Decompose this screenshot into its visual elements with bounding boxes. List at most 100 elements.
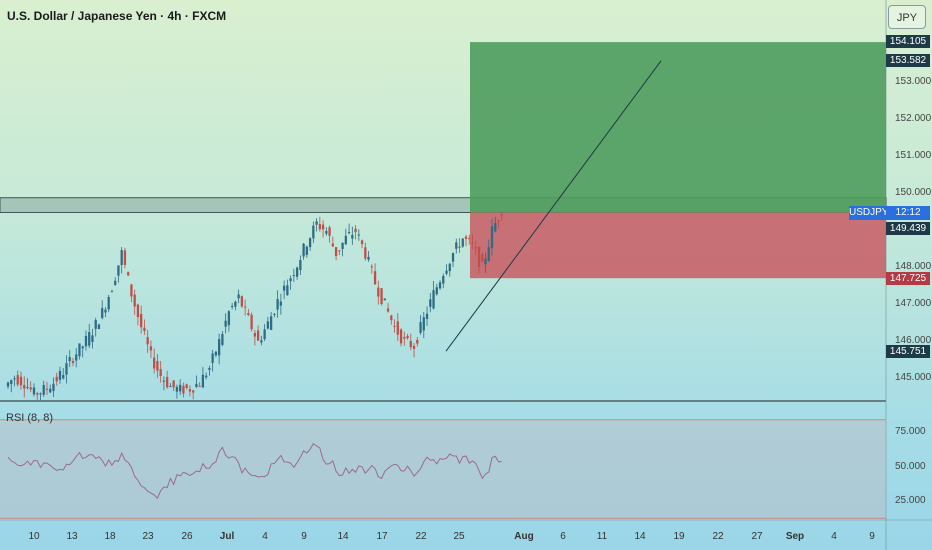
candle-body — [380, 288, 383, 304]
candle-body — [123, 250, 127, 265]
candle-body — [377, 287, 380, 297]
candle-body — [273, 313, 276, 315]
candle-body — [403, 337, 406, 339]
candle-body — [78, 343, 81, 357]
candle-body — [185, 384, 188, 388]
candle-body — [263, 329, 266, 340]
symbol-badge: USDJPY — [849, 206, 889, 220]
price-tick: 148.000 — [895, 261, 932, 272]
profit-target-zone — [470, 42, 886, 213]
candle-body — [438, 282, 442, 289]
candle-body — [432, 290, 435, 309]
candle-body — [172, 380, 175, 388]
candle-body — [16, 375, 19, 385]
candle-body — [351, 234, 354, 239]
candle-body — [412, 345, 416, 349]
candle-body — [416, 339, 419, 344]
candle-body — [29, 387, 32, 390]
candle-body — [354, 228, 357, 233]
candle-body — [195, 383, 198, 387]
rsi-tick: 75.000 — [895, 426, 926, 437]
candle-body — [84, 335, 88, 347]
candle-body — [367, 256, 370, 260]
candle-body — [247, 313, 250, 316]
candle-body — [117, 265, 120, 276]
rsi-line — [7, 442, 502, 500]
candle-body — [364, 247, 367, 259]
candle-body — [442, 276, 445, 284]
candle-body — [386, 308, 390, 312]
time-label: 19 — [673, 531, 685, 542]
stop-loss-zone — [470, 212, 886, 279]
candle-body — [65, 363, 68, 375]
candle-body — [39, 393, 42, 395]
stop-price-badge: 145.751 — [886, 345, 930, 358]
candle-body — [253, 333, 257, 337]
candle-body — [10, 380, 13, 385]
candle-body — [286, 285, 289, 296]
candle-body — [360, 240, 364, 245]
candle-body — [487, 247, 490, 261]
candle-body — [175, 386, 179, 392]
time-label: 13 — [66, 531, 78, 542]
candle-body — [429, 299, 432, 307]
candle-body — [32, 387, 36, 395]
candle-body — [282, 285, 286, 291]
candle-body — [289, 278, 292, 282]
candle-body — [490, 226, 494, 249]
candle-body — [299, 260, 302, 271]
candle-body — [474, 247, 477, 249]
candle-body — [461, 238, 464, 247]
time-label: 26 — [181, 531, 193, 542]
price-tick: 152.000 — [895, 113, 932, 124]
candle-body — [458, 246, 461, 248]
candle-body — [409, 340, 412, 348]
candle-body — [344, 235, 347, 245]
currency-button[interactable]: JPY — [888, 5, 926, 29]
time-label: 9 — [301, 531, 307, 542]
entry-price-badge: 147.725 — [886, 272, 930, 285]
rsi-indicator-label[interactable]: RSI (8, 8) — [6, 412, 54, 424]
candle-body — [49, 388, 52, 393]
candle-body — [13, 378, 16, 380]
candle-body — [383, 298, 386, 301]
candle-body — [221, 334, 224, 345]
trendline — [445, 60, 662, 352]
price-tick: 153.000 — [895, 76, 932, 87]
time-label: 4 — [262, 531, 268, 542]
candle-body — [260, 340, 263, 343]
candle-body — [19, 376, 23, 386]
candle-body — [341, 242, 344, 250]
candle-body — [42, 385, 45, 395]
candle-body — [435, 287, 438, 295]
price-tick: 150.000 — [895, 187, 932, 198]
time-label: Sep — [785, 531, 805, 542]
candle-body — [468, 238, 471, 240]
candle-body — [169, 386, 172, 388]
candle-body — [455, 242, 458, 249]
candle-body — [484, 258, 487, 265]
candle-body — [445, 270, 448, 274]
candle-body — [396, 321, 399, 335]
candle-body — [23, 385, 26, 389]
candle-body — [182, 385, 185, 394]
candle-body — [419, 322, 422, 333]
candle-body — [218, 339, 221, 356]
time-label: 6 — [560, 531, 566, 542]
time-label: 22 — [415, 531, 427, 542]
candle-body — [227, 311, 231, 326]
candle-body — [318, 224, 321, 230]
time-label: 10 — [28, 531, 40, 542]
candle-body — [214, 351, 218, 356]
candle-body — [497, 220, 500, 222]
candle-body — [97, 324, 101, 330]
time-label: 14 — [337, 531, 349, 542]
candle-body — [390, 315, 393, 321]
candle-body — [250, 314, 253, 330]
time-label: 14 — [634, 531, 646, 542]
candle-body — [240, 296, 244, 307]
candle-body — [295, 267, 299, 277]
candle-body — [104, 309, 107, 313]
